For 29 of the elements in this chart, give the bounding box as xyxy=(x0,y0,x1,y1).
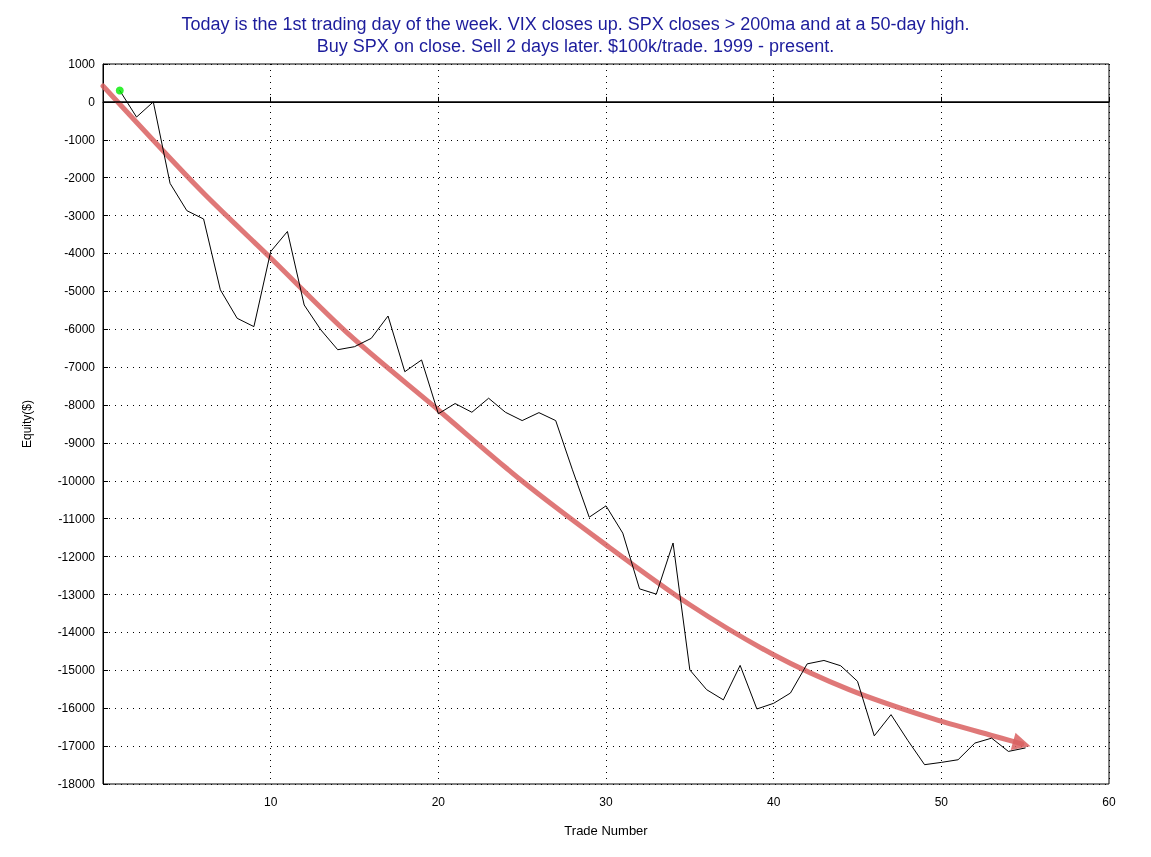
y-tick-label: 1000 xyxy=(68,57,96,71)
x-tick-label: 20 xyxy=(431,795,446,809)
x-axis-title: Trade Number xyxy=(564,823,649,838)
y-tick-label: -17000 xyxy=(57,739,96,754)
y-tick-label: -12000 xyxy=(57,549,96,564)
y-tick-label: -3000 xyxy=(64,208,96,223)
y-tick-label: -4000 xyxy=(64,246,96,261)
y-tick-label: -16000 xyxy=(57,701,96,716)
x-tick-label: 30 xyxy=(599,795,613,809)
y-tick-label: -5000 xyxy=(64,284,96,299)
y-tick-label: -6000 xyxy=(64,322,96,337)
x-tick-label: 60 xyxy=(1102,795,1116,809)
y-tick-label: -11000 xyxy=(58,511,96,526)
x-tick-label: 40 xyxy=(766,795,781,809)
y-tick-label: -1000 xyxy=(64,132,96,147)
y-tick-label: -15000 xyxy=(57,663,96,678)
y-tick-label: -10000 xyxy=(57,473,96,488)
y-tick-label: -2000 xyxy=(64,170,96,185)
y-tick-label: -14000 xyxy=(57,625,96,640)
y-tick-label: -8000 xyxy=(64,398,96,413)
chart-title: Today is the 1st trading day of the week. VIX closes up. SPX closes > 200ma and at a 50-day high. Buy SPX on close. Sell 2 days later. $100k/trade. 1999 - present. xyxy=(181,14,970,56)
y-tick-label: 0 xyxy=(88,94,96,109)
y-tick-label: -7000 xyxy=(64,360,96,375)
x-tick-label: 50 xyxy=(934,795,949,809)
x-tick-label: 10 xyxy=(263,795,278,809)
y-axis-title: Equity($) xyxy=(20,399,34,449)
y-tick-label: -13000 xyxy=(57,587,96,602)
y-tick-label: -18000 xyxy=(57,777,96,791)
y-tick-label: -9000 xyxy=(64,435,96,450)
